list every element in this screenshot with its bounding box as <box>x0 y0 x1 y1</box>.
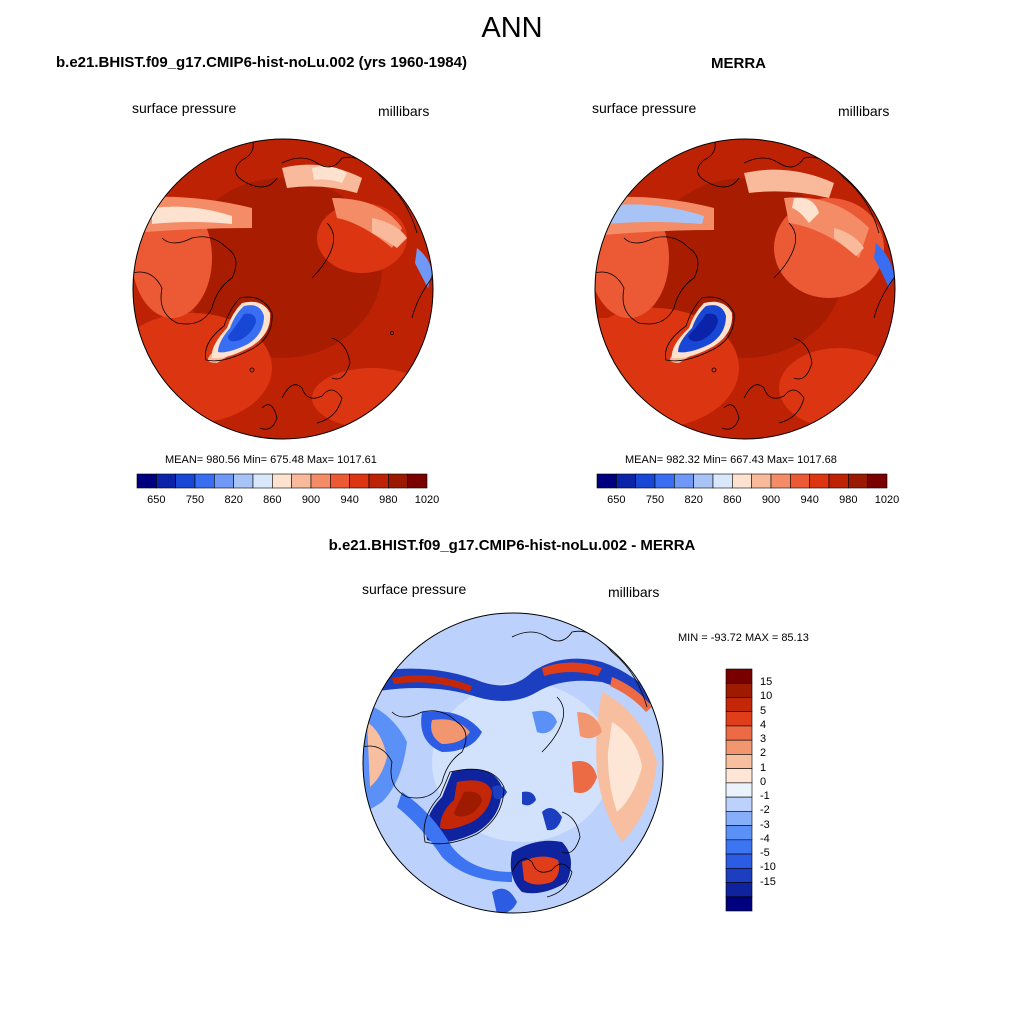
panel1-units-label: millibars <box>378 103 430 119</box>
colorbar-tick-label: 5 <box>760 704 767 717</box>
colorbar-swatch <box>770 473 791 489</box>
colorbar-swatch <box>368 473 389 489</box>
colorbar-tick-label: 2 <box>760 747 767 760</box>
colorbar-swatch <box>233 473 254 489</box>
colorbar-swatch <box>194 473 215 489</box>
panel2-polar-map <box>594 138 896 440</box>
colorbar-swatch <box>349 473 370 489</box>
colorbar-tick-label: 3 <box>760 733 767 746</box>
colorbar-swatch <box>751 473 772 489</box>
colorbar-swatch <box>725 739 753 755</box>
colorbar-tick-label: 940 <box>800 494 819 506</box>
colorbar-tick-label: 860 <box>723 494 742 506</box>
colorbar-swatch <box>867 473 888 489</box>
colorbar-swatch <box>790 473 810 489</box>
colorbar-swatch <box>725 796 753 812</box>
colorbar-tick-label: 10 <box>760 690 773 703</box>
colorbar-tick-label: 750 <box>185 494 205 506</box>
colorbar-tick-label: -4 <box>760 832 770 845</box>
panel3-variable-label: surface pressure <box>362 581 467 597</box>
colorbar-swatch <box>725 697 753 713</box>
colorbar-swatch <box>654 473 675 489</box>
colorbar-swatch <box>725 839 753 855</box>
colorbar-tick-label: 650 <box>607 494 626 506</box>
colorbar-tick-label: 15 <box>760 676 773 689</box>
colorbar-tick-label: -10 <box>760 861 776 874</box>
colorbar-swatch <box>272 473 292 489</box>
colorbar-tick-label: -3 <box>760 818 770 831</box>
colorbar-swatch <box>725 882 753 898</box>
colorbar-tick-label: 900 <box>761 494 781 506</box>
colorbar-swatch <box>725 867 753 883</box>
colorbar-tick-label: 1 <box>760 761 767 774</box>
colorbar-tick-label: 940 <box>340 494 359 506</box>
colorbar-swatch <box>388 473 408 489</box>
colorbar-tick-label: -15 <box>760 875 776 888</box>
panel1-colorbar <box>136 473 428 489</box>
colorbar-swatch <box>725 896 753 912</box>
colorbar-tick-label: 1020 <box>874 494 900 506</box>
colorbar-swatch <box>725 668 753 684</box>
colorbar-swatch <box>725 711 753 727</box>
colorbar-swatch <box>407 473 428 489</box>
colorbar-swatch <box>252 473 273 489</box>
colorbar-tick-label: 650 <box>147 494 166 506</box>
colorbar-swatch <box>848 473 868 489</box>
colorbar-tick-label: 900 <box>301 494 321 506</box>
colorbar-swatch <box>674 473 694 489</box>
colorbar-tick-label: 4 <box>760 718 767 731</box>
panel1-variable-label: surface pressure <box>132 100 237 116</box>
panel1-stats: MEAN= 980.56 Min= 675.48 Max= 1017.61 <box>165 454 377 466</box>
colorbar-swatch <box>214 473 234 489</box>
colorbar-swatch <box>136 473 157 489</box>
colorbar-swatch <box>635 473 656 489</box>
colorbar-swatch <box>616 473 636 489</box>
colorbar-tick-label: 980 <box>839 494 858 506</box>
colorbar-swatch <box>712 473 733 489</box>
panel3-colorbar <box>725 668 753 912</box>
colorbar-swatch <box>330 473 350 489</box>
panel2-colorbar <box>596 473 888 489</box>
colorbar-tick-label: 980 <box>379 494 398 506</box>
colorbar-swatch <box>725 768 753 784</box>
panel1-title: b.e21.BHIST.f09_g17.CMIP6-hist-noLu.002 … <box>56 54 467 71</box>
colorbar-tick-label: 820 <box>684 494 703 506</box>
colorbar-swatch <box>732 473 752 489</box>
colorbar-tick-label: 0 <box>760 775 767 788</box>
colorbar-tick-label: 820 <box>224 494 243 506</box>
panel2-units-label: millibars <box>838 103 890 119</box>
colorbar-tick-label: 1020 <box>414 494 440 506</box>
colorbar-swatch <box>828 473 849 489</box>
colorbar-tick-label: -5 <box>760 847 770 860</box>
colorbar-swatch <box>725 782 753 798</box>
colorbar-tick-label: -2 <box>760 804 770 817</box>
colorbar-swatch <box>291 473 312 489</box>
panel2-stats: MEAN= 982.32 Min= 667.43 Max= 1017.68 <box>625 454 837 466</box>
colorbar-swatch <box>310 473 331 489</box>
colorbar-swatch <box>725 811 753 826</box>
colorbar-tick-label: 750 <box>645 494 665 506</box>
colorbar-tick-label: 860 <box>263 494 282 506</box>
panel2-variable-label: surface pressure <box>592 100 697 116</box>
colorbar-tick-label: -1 <box>760 790 770 803</box>
panel3-units-label: millibars <box>608 584 660 600</box>
panel1-polar-map <box>132 138 434 440</box>
panel3-stats: MIN = -93.72 MAX = 85.13 <box>678 632 809 644</box>
colorbar-swatch <box>156 473 176 489</box>
colorbar-swatch <box>693 473 714 489</box>
main-title: ANN <box>481 12 543 44</box>
colorbar-swatch <box>809 473 830 489</box>
panel3-polar-map <box>362 612 664 914</box>
colorbar-swatch <box>175 473 196 489</box>
colorbar-swatch <box>725 725 753 741</box>
colorbar-swatch <box>725 853 753 869</box>
panel3-title: b.e21.BHIST.f09_g17.CMIP6-hist-noLu.002 … <box>328 537 696 554</box>
colorbar-swatch <box>725 682 753 698</box>
colorbar-swatch <box>725 754 753 769</box>
colorbar-swatch <box>596 473 617 489</box>
panel2-title: MERRA <box>711 55 766 72</box>
colorbar-swatch <box>725 825 753 841</box>
